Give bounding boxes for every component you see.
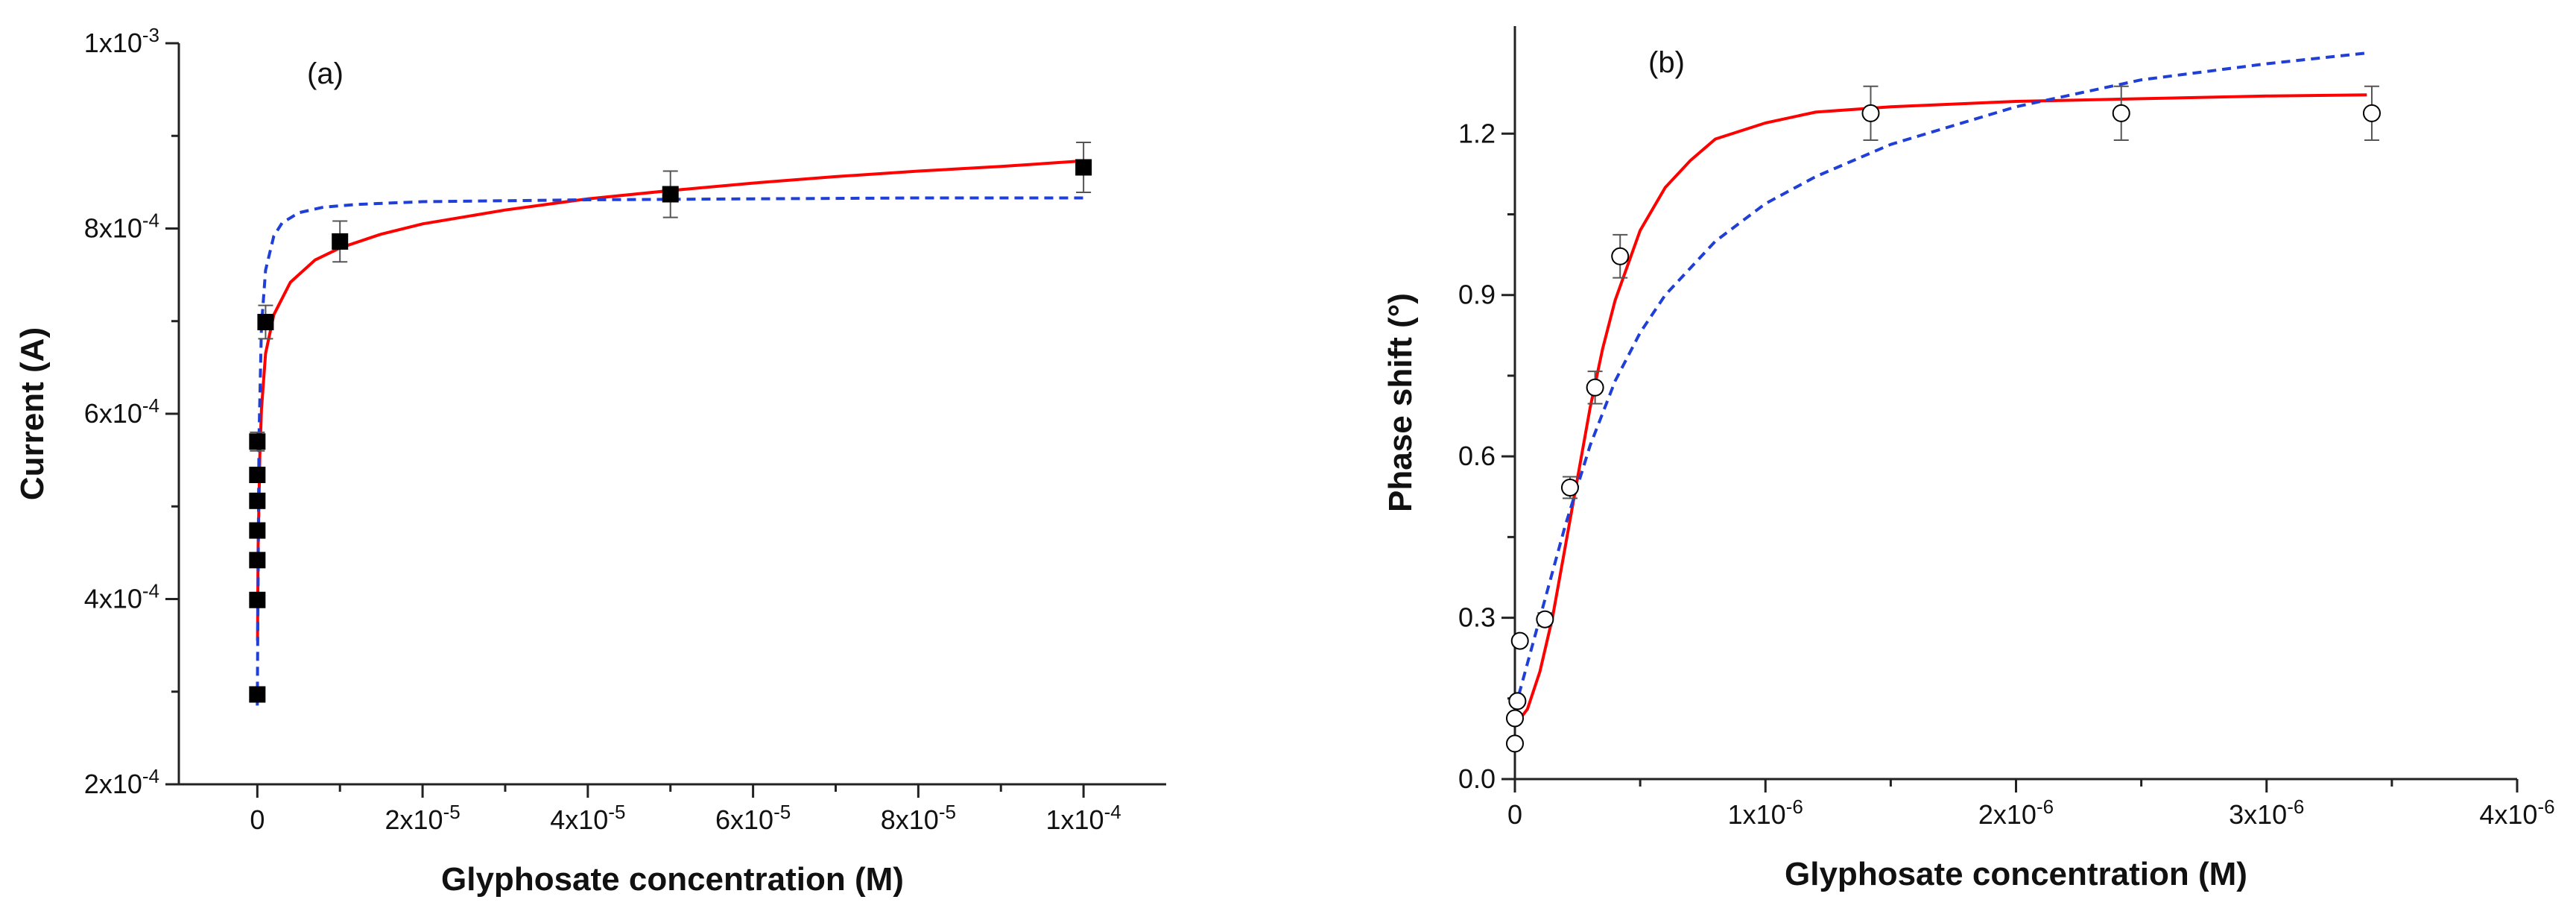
y-tick-label: 1x10-3 (84, 24, 159, 58)
fit-curve-solid (1515, 93, 2367, 727)
panel-b: 0 1x10-6 2x10-6 3x10-6 4x10-6 0.0 0.3 0.6 0.9 1.2… (1382, 26, 2555, 892)
y-axis-title: Phase shift (°) (1382, 293, 1419, 512)
data-point (249, 552, 266, 569)
panel-label: (a) (307, 57, 344, 90)
x-tick-label: 1x10-4 (1046, 801, 1121, 835)
fit-curve-solid (256, 159, 1084, 641)
data-point (257, 313, 274, 330)
y-tick-label: 4x10-4 (84, 580, 159, 614)
data-point (1508, 692, 1527, 710)
data-point (2362, 104, 2381, 122)
data-point (249, 522, 266, 539)
data-point (332, 233, 349, 250)
x-axis-title: Glyphosate concentration (M) (1785, 856, 2247, 892)
y-tick-label: 8x10-4 (84, 209, 159, 244)
x-tick-label: 4x10-5 (550, 801, 625, 835)
fit-curve-dashed (1515, 51, 2367, 710)
data-point (1510, 631, 1529, 650)
data-point (1506, 709, 1524, 728)
x-tick-label: 0 (1507, 799, 1522, 830)
data-point (662, 186, 679, 203)
data-point (1560, 478, 1579, 497)
data-point (1586, 378, 1604, 397)
y-axis-title: Current (A) (14, 327, 51, 500)
y-tick-label: 0.9 (1458, 280, 1496, 310)
data-point (249, 686, 266, 703)
y-tick-label: 0.0 (1458, 763, 1496, 794)
data-point (1611, 247, 1630, 265)
panel-label: (b) (1648, 46, 1685, 79)
fit-curve-dashed (256, 196, 1084, 706)
data-point (249, 492, 266, 509)
x-tick-label: 0 (250, 804, 265, 835)
panel-a: 0 2x10-5 4x10-5 6x10-5 8x10-5 1x10-4 2x10-4 4x1… (14, 24, 1166, 898)
x-tick-label: 6x10-5 (715, 801, 791, 835)
x-tick-label: 4x10-6 (2479, 795, 2554, 830)
y-tick-label: 1.2 (1458, 118, 1496, 148)
data-point (249, 591, 266, 608)
data-point (2112, 104, 2130, 122)
x-tick-label: 2x10-5 (384, 801, 460, 835)
x-tick-label: 3x10-6 (2229, 795, 2304, 830)
y-tick-label: 2x10-4 (84, 765, 159, 799)
y-tick-label: 6x10-4 (84, 394, 159, 429)
data-point (249, 467, 266, 484)
x-axis-title: Glyphosate concentration (M) (441, 861, 904, 898)
y-tick-label: 0.3 (1458, 602, 1496, 633)
data-point (1536, 610, 1554, 628)
data-point (1506, 734, 1524, 753)
data-point (1075, 159, 1092, 176)
y-tick-label: 0.6 (1458, 441, 1496, 471)
x-tick-label: 2x10-6 (1978, 795, 2054, 830)
x-tick-label: 8x10-5 (881, 801, 956, 835)
x-tick-label: 1x10-6 (1728, 795, 1803, 830)
data-point (1861, 104, 1880, 122)
data-point (249, 433, 266, 450)
